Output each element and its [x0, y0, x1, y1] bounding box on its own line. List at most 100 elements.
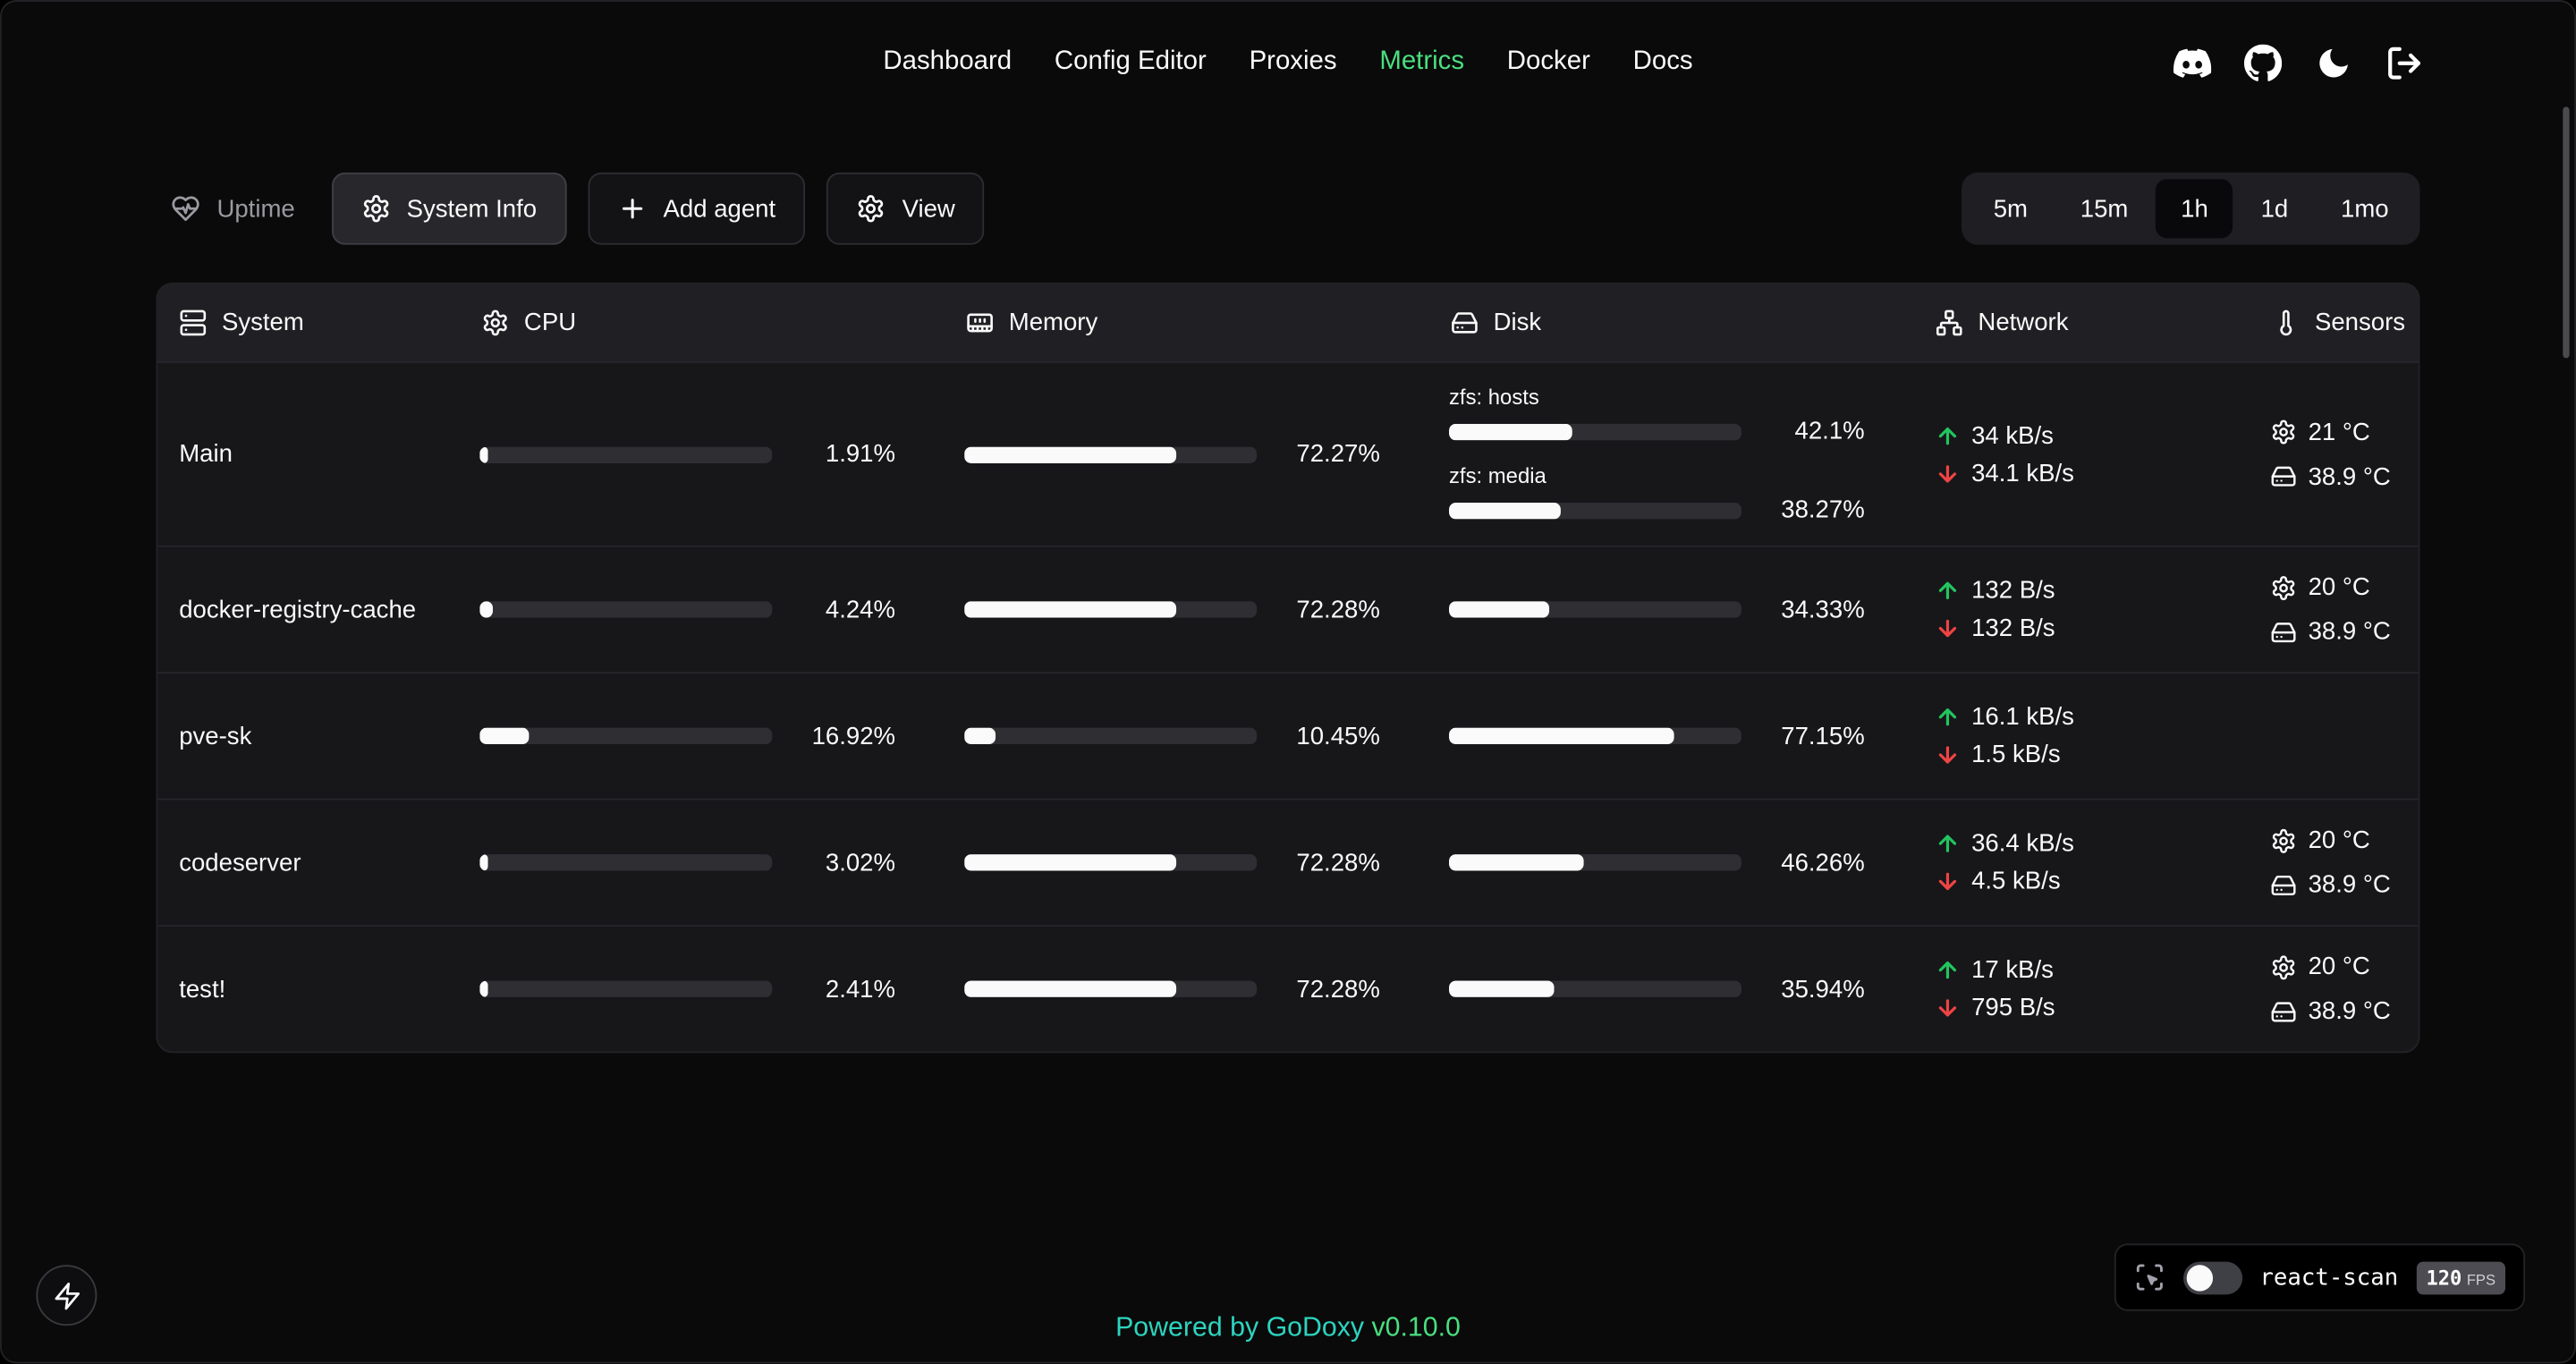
- cpu-cell: 1.91%: [460, 440, 945, 468]
- nav-item-metrics[interactable]: Metrics: [1379, 47, 1465, 76]
- network-icon: [1936, 309, 1963, 336]
- disk-label: zfs: media: [1448, 462, 1546, 488]
- progress-bar: [479, 445, 773, 463]
- table-header: System CPU Memory Disk Network Sensors: [157, 284, 2419, 362]
- memory-cell: 72.28%: [945, 975, 1429, 1003]
- add-agent-button[interactable]: Add agent: [588, 172, 806, 245]
- disk-percent: 42.1%: [1794, 417, 1865, 445]
- system-name: docker-registry-cache: [179, 595, 417, 624]
- sensor-value: 20 °C: [2308, 826, 2370, 855]
- nav-item-config-editor[interactable]: Config Editor: [1054, 47, 1207, 76]
- version-text: v0.10.0: [1371, 1312, 1461, 1343]
- view-label: View: [902, 194, 955, 223]
- inspect-icon: [2133, 1262, 2165, 1293]
- gear-icon: [2270, 419, 2296, 445]
- progress-fill: [1448, 502, 1562, 519]
- disk-entry: 77.15%: [1448, 722, 1865, 750]
- react-scan-toggle[interactable]: [2182, 1260, 2242, 1294]
- view-button[interactable]: View: [826, 172, 985, 245]
- column-label: Network: [1978, 309, 2069, 337]
- network-cell: 34 kB/s 34.1 kB/s: [1914, 421, 2251, 487]
- logout-button[interactable]: [2385, 44, 2423, 81]
- column-label: Memory: [1008, 309, 1098, 337]
- sensor-value: 38.9 °C: [2308, 870, 2391, 899]
- progress-fill: [1448, 854, 1585, 871]
- disk-entry: 46.26%: [1448, 849, 1865, 877]
- react-scan-label: react-scan: [2259, 1264, 2399, 1291]
- download-arrow-icon: [1936, 616, 1961, 641]
- memory-cell: 72.28%: [945, 849, 1429, 877]
- sensor-value: 21 °C: [2308, 418, 2370, 446]
- disk-cell: 35.94%: [1429, 975, 1914, 1003]
- download-arrow-icon: [1936, 995, 1961, 1021]
- add-agent-label: Add agent: [663, 194, 776, 223]
- toolbar-left: Uptime System Info Add agent View: [156, 172, 985, 245]
- network-value: 795 B/s: [1971, 994, 2055, 1022]
- lightning-button[interactable]: [36, 1265, 97, 1326]
- progress-fill: [1448, 980, 1555, 997]
- table-row-test: test! 2.41% 72.28% 35.94% 17 kB/s 795 B/s 20 °…: [157, 925, 2419, 1051]
- disk-percent: 34.33%: [1781, 595, 1865, 624]
- column-label: CPU: [523, 309, 577, 337]
- network-download: 4.5 kB/s: [1936, 868, 2251, 895]
- sensor-reading: 38.9 °C: [2270, 997, 2418, 1025]
- time-range-selector: 5m 15m 1h 1d 1mo: [1962, 172, 2420, 245]
- time-range-1h[interactable]: 1h: [2156, 179, 2233, 239]
- network-value: 4.5 kB/s: [1971, 867, 2061, 896]
- memory-icon: [966, 309, 994, 336]
- progress-bar: [1448, 727, 1741, 745]
- progress-bar: [479, 601, 773, 618]
- time-range-5m[interactable]: 5m: [1969, 179, 2052, 238]
- uptime-button[interactable]: Uptime: [156, 173, 309, 245]
- disk-usage: 77.15%: [1448, 722, 1865, 750]
- progress-fill: [964, 601, 1176, 618]
- disk-icon: [1451, 309, 1479, 336]
- disk-cell: 46.26%: [1429, 849, 1914, 877]
- system-info-button[interactable]: System Info: [331, 172, 567, 245]
- time-range-1mo[interactable]: 1mo: [2316, 179, 2413, 238]
- sensor-value: 38.9 °C: [2308, 462, 2391, 491]
- fps-value: 120: [2426, 1266, 2462, 1289]
- nav-item-docker[interactable]: Docker: [1506, 47, 1590, 76]
- nav-item-proxies[interactable]: Proxies: [1249, 47, 1337, 76]
- column-label: System: [221, 309, 304, 337]
- memory-percent: 72.28%: [1296, 848, 1380, 877]
- progress-bar: [479, 854, 773, 871]
- download-arrow-icon: [1936, 461, 1961, 486]
- cpu-cell: 16.92%: [460, 722, 945, 750]
- column-header-memory: Memory: [945, 309, 1429, 337]
- discord-button[interactable]: [2174, 44, 2212, 81]
- nav-item-dashboard[interactable]: Dashboard: [883, 47, 1013, 76]
- memory-cell: 72.28%: [945, 596, 1429, 623]
- progress-fill: [964, 727, 996, 745]
- react-scan-widget: react-scan 120 FPS: [2113, 1243, 2526, 1311]
- inspect-button[interactable]: [2133, 1262, 2165, 1293]
- scrollbar-thumb[interactable]: [2563, 106, 2570, 359]
- godoxy-link[interactable]: GoDoxy: [1266, 1312, 1365, 1343]
- table-row-codeserver: codeserver 3.02% 72.28% 46.26% 36.4 kB/s 4.5 …: [157, 798, 2419, 925]
- memory-percent: 10.45%: [1296, 722, 1380, 750]
- download-arrow-icon: [1936, 742, 1961, 767]
- disk-percent: 77.15%: [1781, 722, 1865, 750]
- time-range-15m[interactable]: 15m: [2055, 179, 2153, 238]
- disk-usage: 35.94%: [1448, 975, 1865, 1003]
- moon-button[interactable]: [2315, 44, 2352, 81]
- progress-bar: [1448, 601, 1741, 618]
- progress-fill: [964, 854, 1176, 871]
- memory-cell: 72.27%: [945, 440, 1429, 468]
- time-range-1d[interactable]: 1d: [2236, 179, 2313, 238]
- sensor-value: 20 °C: [2308, 953, 2370, 981]
- cpu-percent: 2.41%: [825, 975, 896, 1004]
- progress-fill: [479, 445, 488, 463]
- upload-arrow-icon: [1936, 705, 1961, 730]
- disk-usage: 42.1%: [1448, 417, 1865, 445]
- disk-entry: zfs: media 38.27%: [1448, 462, 1865, 524]
- main-nav: Dashboard Config Editor Proxies Metrics Dock…: [883, 47, 1692, 77]
- memory-percent: 72.27%: [1296, 440, 1380, 469]
- nav-item-docs[interactable]: Docs: [1632, 47, 1693, 76]
- table-row-docker-registry-cache: docker-registry-cache 4.24% 72.28% 34.33% 13…: [157, 545, 2419, 672]
- github-button[interactable]: [2243, 43, 2283, 81]
- disk-icon: [2270, 463, 2296, 489]
- progress-fill: [1448, 422, 1572, 440]
- cpu-percent: 1.91%: [825, 440, 896, 469]
